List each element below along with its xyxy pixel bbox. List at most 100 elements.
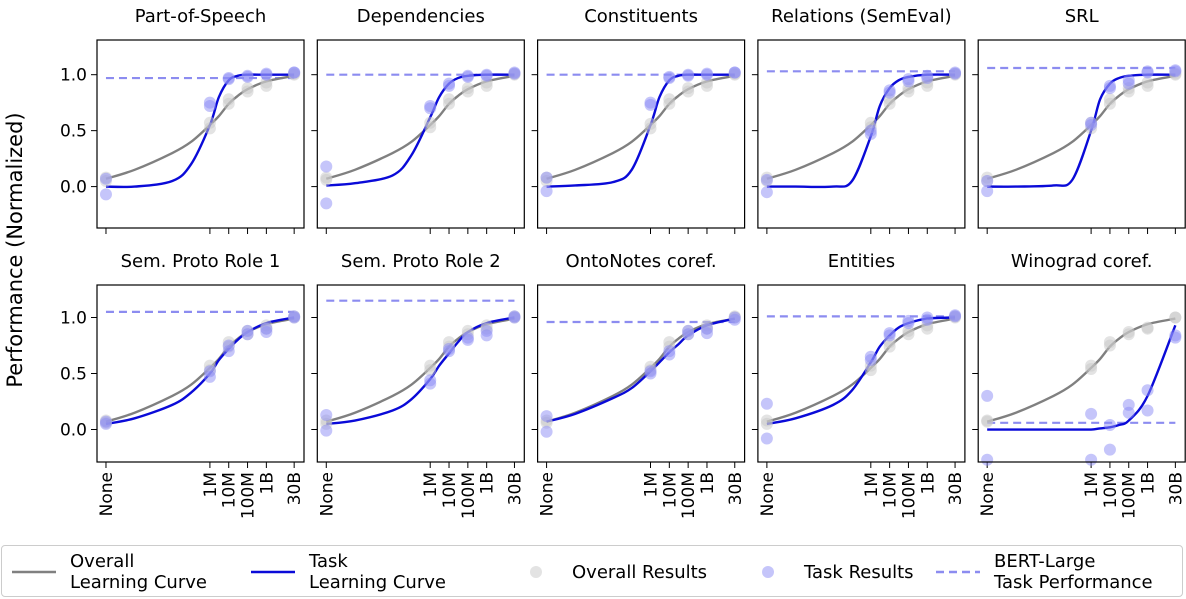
- result-point: [424, 374, 437, 387]
- legend-label: Overall Learning Curve: [70, 551, 207, 593]
- legend: Overall Learning Curve Task Learning Curv…: [1, 545, 1183, 597]
- result-point: [241, 69, 254, 82]
- result-point: [320, 197, 333, 210]
- x-tick-label: None: [97, 472, 117, 516]
- panel-frame: [977, 284, 1186, 463]
- result-point: [760, 397, 773, 410]
- result-point: [99, 172, 112, 185]
- x-tick-label: 30B: [726, 472, 746, 505]
- learning-curve: [987, 324, 1177, 431]
- result-point: [981, 185, 994, 198]
- result-point: [222, 339, 235, 352]
- result-point: [320, 160, 333, 173]
- result-point: [443, 93, 456, 106]
- x-tick-label: 1B: [1139, 472, 1159, 494]
- result-point: [1122, 406, 1135, 419]
- result-point: [921, 311, 934, 324]
- result-point: [981, 415, 994, 428]
- result-point: [1103, 336, 1116, 349]
- legend-swatch: [12, 570, 56, 574]
- result-point: [288, 66, 301, 79]
- result-point: [981, 389, 994, 402]
- result-point: [480, 324, 493, 337]
- legend-swatch: [251, 570, 295, 574]
- result-point: [644, 117, 657, 130]
- legend-label: Task Results: [804, 561, 914, 583]
- result-point: [728, 311, 741, 324]
- panel-frame: [757, 284, 966, 463]
- result-point: [663, 93, 676, 106]
- result-point: [1103, 93, 1116, 106]
- x-tick-label: 10M: [440, 472, 460, 508]
- result-point: [424, 116, 437, 129]
- x-tick-label: 1M: [421, 472, 441, 497]
- x-tick-label: 10M: [660, 472, 680, 508]
- legend-marker: [530, 566, 542, 578]
- x-tick-label: 10M: [881, 472, 901, 508]
- result-point: [540, 425, 553, 438]
- panel-title: Entities: [828, 251, 895, 272]
- result-point: [1122, 74, 1135, 87]
- result-point: [99, 417, 112, 430]
- legend-item: Task Learning Curve: [249, 546, 446, 598]
- y-axis-label: Performance (Normalized): [3, 112, 27, 387]
- result-point: [540, 171, 553, 184]
- panel-title: Sem. Proto Role 1: [121, 251, 281, 272]
- result-point: [424, 359, 437, 372]
- legend-swatch: [936, 570, 980, 574]
- result-point: [320, 173, 333, 186]
- x-tick-label: 100M: [1120, 472, 1140, 519]
- panel-title: Constituents: [584, 6, 698, 27]
- y-tick-label: 0.0: [60, 421, 87, 441]
- x-tick-label: 10M: [220, 472, 240, 508]
- result-point: [864, 350, 877, 363]
- result-point: [902, 314, 915, 327]
- x-tick-label: 1B: [698, 472, 718, 494]
- result-point: [1085, 359, 1098, 372]
- legend-item: Overall Learning Curve: [10, 546, 207, 598]
- result-point: [320, 408, 333, 421]
- result-point: [260, 67, 273, 80]
- result-point: [1169, 64, 1182, 77]
- panel-frame: [96, 284, 305, 463]
- result-point: [1085, 407, 1098, 420]
- x-tick-label: 100M: [239, 472, 259, 519]
- x-tick-label: 30B: [505, 472, 525, 505]
- legend-item: BERT-Large Task Performance: [934, 546, 1153, 598]
- result-point: [443, 342, 456, 355]
- result-point: [682, 82, 695, 95]
- x-tick-label: 1B: [918, 472, 938, 494]
- result-point: [203, 365, 216, 378]
- chart: Performance (Normalized) Part-of-Speech 0…: [3, 6, 1186, 519]
- result-point: [1141, 65, 1154, 78]
- result-point: [700, 67, 713, 80]
- result-point: [682, 324, 695, 337]
- result-point: [480, 68, 493, 81]
- result-point: [728, 66, 741, 79]
- legend-marker: [762, 566, 774, 578]
- result-point: [663, 70, 676, 83]
- result-point: [461, 331, 474, 344]
- result-point: [644, 96, 657, 109]
- x-tick-label: 1B: [257, 472, 277, 494]
- panel-frame: [316, 39, 525, 229]
- panel-title: Sem. Proto Role 2: [341, 251, 501, 272]
- result-point: [1141, 321, 1154, 334]
- legend-swatch: [762, 566, 774, 578]
- result-point: [663, 336, 676, 349]
- y-tick-label: 0.5: [60, 365, 87, 385]
- x-tick-label: 100M: [459, 472, 479, 519]
- legend-label: BERT-Large Task Performance: [994, 551, 1153, 593]
- legend-swatch: [530, 566, 542, 578]
- panel-title: Dependencies: [357, 6, 485, 27]
- y-tick-label: 0.0: [60, 178, 87, 198]
- panel-frame: [757, 39, 966, 229]
- x-tick-label: 30B: [946, 472, 966, 505]
- legend-label: Overall Results: [572, 561, 708, 583]
- result-point: [241, 324, 254, 337]
- result-point: [864, 124, 877, 137]
- result-point: [540, 410, 553, 423]
- x-tick-label: None: [317, 472, 337, 516]
- result-point: [1085, 453, 1098, 466]
